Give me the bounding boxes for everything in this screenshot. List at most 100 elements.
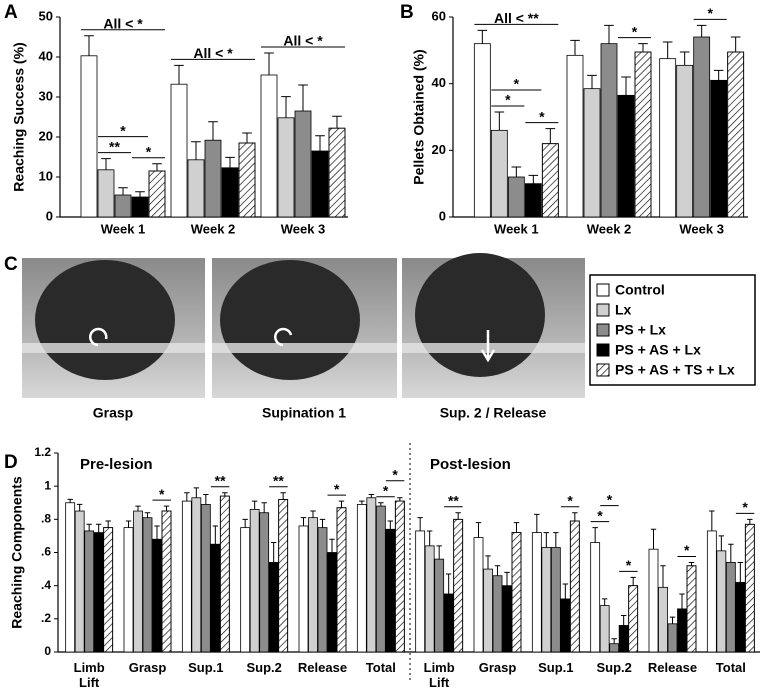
bar xyxy=(566,54,584,218)
error-bar xyxy=(101,158,111,170)
y-tick-label: .8 xyxy=(41,512,51,526)
error-bar xyxy=(378,502,384,507)
bar xyxy=(93,532,104,653)
y-tick-label: .6 xyxy=(41,545,51,559)
significance-label: ** xyxy=(109,138,120,154)
bar xyxy=(693,36,711,218)
error-bar xyxy=(630,576,636,586)
x-tick-label: Sup.1 xyxy=(188,660,224,675)
bar xyxy=(658,586,668,653)
y-tick-label: 50 xyxy=(39,8,53,23)
error-bar xyxy=(638,43,648,52)
bar xyxy=(191,497,202,653)
bar xyxy=(294,110,312,218)
bar xyxy=(600,43,618,218)
error-bar xyxy=(572,512,578,521)
error-bar xyxy=(485,555,491,570)
error-bar xyxy=(135,191,145,197)
rotation-arrow xyxy=(274,327,293,347)
error-bar xyxy=(281,96,291,118)
error-bar xyxy=(319,518,326,528)
error-bar xyxy=(76,503,83,512)
significance-label: * xyxy=(539,108,545,124)
bar xyxy=(490,129,508,218)
legend-swatch-hatch xyxy=(596,363,610,377)
error-bar xyxy=(208,121,218,141)
significance-label: All < ** xyxy=(494,10,539,26)
significance-label: * xyxy=(334,481,340,497)
bar xyxy=(133,510,143,653)
error-bar xyxy=(601,598,608,606)
error-bar xyxy=(95,523,102,533)
bar xyxy=(84,530,95,653)
error-bar xyxy=(528,174,539,184)
bar-hatch xyxy=(569,520,580,653)
error-bar xyxy=(242,518,248,528)
error-bar xyxy=(621,76,631,96)
error-bar xyxy=(242,132,252,143)
bar xyxy=(710,79,728,218)
legend-label: PS + AS + Lx xyxy=(615,342,701,358)
bar xyxy=(531,532,542,653)
error-bar xyxy=(203,493,209,505)
error-bar xyxy=(67,498,73,503)
error-bar xyxy=(193,487,200,498)
bar-hatch xyxy=(103,527,114,653)
error-bar xyxy=(152,163,162,171)
error-bar xyxy=(587,74,597,89)
error-bar xyxy=(553,532,559,548)
bar xyxy=(541,547,552,653)
error-bar xyxy=(135,505,141,512)
significance-label: * xyxy=(626,557,632,573)
bar xyxy=(583,88,601,218)
error-bar xyxy=(184,492,190,502)
bar xyxy=(97,169,115,218)
significance-label: ** xyxy=(273,473,284,489)
error-bar xyxy=(494,111,505,131)
bar xyxy=(618,625,629,653)
x-tick-label: Sup.1 xyxy=(538,660,574,675)
error-bar xyxy=(511,166,522,177)
bar xyxy=(524,183,542,218)
legend-swatch xyxy=(596,283,610,297)
y-tick-label: .4 xyxy=(41,578,51,592)
y-tick-label: 40 xyxy=(432,75,446,90)
y-tick-label: 0 xyxy=(439,208,446,223)
error-bar xyxy=(118,187,128,195)
significance-label: * xyxy=(632,23,638,39)
bar xyxy=(311,150,329,218)
bar xyxy=(677,608,687,653)
error-bar xyxy=(455,512,461,520)
error-bar xyxy=(222,492,228,497)
x-tick-label: Week 3 xyxy=(281,221,326,236)
bar xyxy=(483,568,493,653)
legend-swatch xyxy=(596,323,610,337)
significance-label: All < * xyxy=(283,33,323,49)
legend-swatch xyxy=(596,303,610,317)
bar xyxy=(502,585,512,653)
error-bar xyxy=(730,36,741,52)
photo-subject xyxy=(35,260,175,380)
error-bar xyxy=(604,24,614,44)
bar xyxy=(706,530,717,653)
bar xyxy=(181,500,192,653)
x-tick-label: Grasp xyxy=(128,660,167,675)
significance-label: ** xyxy=(448,492,459,508)
y-tick-label: 1 xyxy=(44,478,51,492)
error-bar xyxy=(105,520,111,528)
error-bar xyxy=(86,523,92,531)
error-bar xyxy=(728,543,734,563)
bar xyxy=(317,527,328,653)
bar xyxy=(507,176,525,218)
photo-caption: Supination 1 xyxy=(262,405,346,421)
error-bar xyxy=(125,520,132,528)
error-bar xyxy=(534,513,540,533)
error-bar xyxy=(174,64,184,85)
photo-frames xyxy=(22,253,585,398)
bar xyxy=(725,562,736,653)
rotation-arrow xyxy=(89,327,108,347)
bar xyxy=(492,575,503,653)
bar xyxy=(424,545,435,653)
error-bar xyxy=(494,565,501,576)
